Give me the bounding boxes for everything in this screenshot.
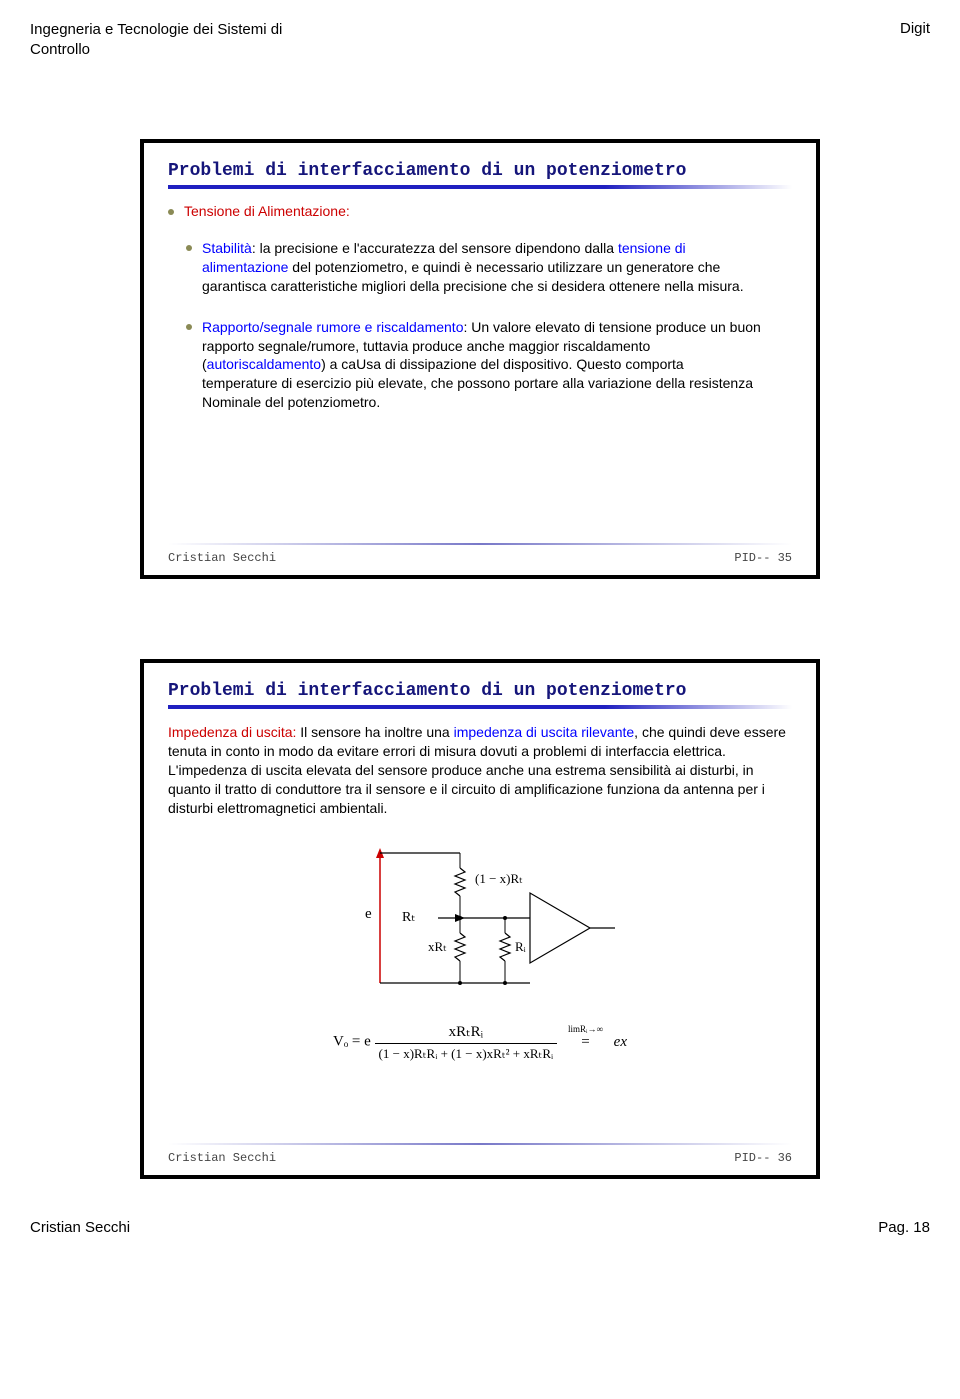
page: Ingegneria e Tecnologie dei Sistemi di C… [0,0,960,1276]
header-left: Ingegneria e Tecnologie dei Sistemi di C… [30,20,380,59]
slide1-sub1-text: Stabilità: la precisione e l'accuratezza… [202,239,762,296]
slide-1: Problemi di interfacciamento di un poten… [140,139,820,579]
slide1-sub1-head: Stabilità [202,240,252,256]
slide1-sub2-row: Rapporto/segnale rumore e riscaldamento:… [168,318,792,412]
circuit-ri-label: Rᵢ [515,939,527,954]
footer-rule [168,543,792,545]
slide1-sub2-text: Rapporto/segnale rumore e riscaldamento:… [202,318,762,412]
slide1-sub1-resta: : la precisione e l'accuratezza del sens… [252,240,618,256]
footer-rule [168,1143,792,1145]
slide2-footer-author: Cristian Secchi [168,1151,276,1165]
formula: Vₒ = e xRₜRᵢ (1 − x)RₜRᵢ + (1 − x)xRₜ² +… [168,1022,792,1062]
slide2-footer: Cristian Secchi PID-- 36 [168,1151,792,1165]
formula-body: Vₒ = e xRₜRᵢ (1 − x)RₜRᵢ + (1 − x)xRₜ² +… [333,1022,557,1062]
slide1-sub2-bluea: autoriscaldamento [207,356,321,372]
slide2-para-head: Impedenza di uscita: [168,724,296,740]
circuit-rt-label: Rₜ [402,910,415,925]
slide1-top-bullet: Tensione di Alimentazione: [184,203,350,219]
circuit-e-label: e [365,906,372,922]
slide2-footer-page: PID-- 36 [734,1151,792,1165]
slide1-footer: Cristian Secchi PID-- 35 [168,551,792,565]
bullet-icon [186,245,192,251]
slide1-sub1-row: Stabilità: la precisione e l'accuratezza… [168,239,792,296]
header-left-line1: Ingegneria e Tecnologie dei Sistemi di [30,21,282,38]
slide1-title: Problemi di interfacciamento di un poten… [168,161,792,181]
page-footer-left: Cristian Secchi [30,1219,130,1236]
title-underline [168,185,792,189]
formula-lhs: Vₒ = e [333,1034,371,1050]
page-footer-right: Pag. 18 [878,1219,930,1236]
circuit-svg: e (1 − x)Rₜ x [330,833,630,1003]
bullet-icon [186,324,192,330]
circuit-diagram: e (1 − x)Rₜ x [168,833,792,1008]
formula-rhs: ex [614,1034,627,1051]
slide1-top-bullet-row: Tensione di Alimentazione: [168,203,792,219]
formula-lim-top: limRᵢ→∞ [568,1024,603,1034]
header-left-line2: Controllo [30,41,90,58]
formula-num: xRₜRᵢ [375,1022,558,1044]
slide2-para-a: Il sensore ha inoltre una [296,724,453,740]
formula-den: (1 − x)RₜRᵢ + (1 − x)xRₜ² + xRₜRᵢ [375,1044,558,1062]
page-footer: Cristian Secchi Pag. 18 [30,1219,930,1236]
slide1-footer-page: PID-- 35 [734,551,792,565]
slide1-footer-author: Cristian Secchi [168,551,276,565]
slide2-title: Problemi di interfacciamento di un poten… [168,681,792,701]
formula-frac: xRₜRᵢ (1 − x)RₜRᵢ + (1 − x)xRₜ² + xRₜRᵢ [375,1022,558,1062]
circuit-bot-res: xRₜ [428,939,447,954]
title-underline [168,705,792,709]
slide1-sub2-head: Rapporto/segnale rumore e riscaldamento [202,319,463,335]
formula-limit: limRᵢ→∞ = [581,1034,589,1051]
circuit-top-res: (1 − x)Rₜ [475,871,523,886]
bullet-icon [168,209,174,215]
formula-eq: = [581,1034,589,1050]
slide2-para-blue: impedenza di uscita rilevante [454,724,635,740]
header-right: Digit [900,20,930,37]
slide2-para: Impedenza di uscita: Il sensore ha inolt… [168,723,792,817]
slide-2: Problemi di interfacciamento di un poten… [140,659,820,1179]
